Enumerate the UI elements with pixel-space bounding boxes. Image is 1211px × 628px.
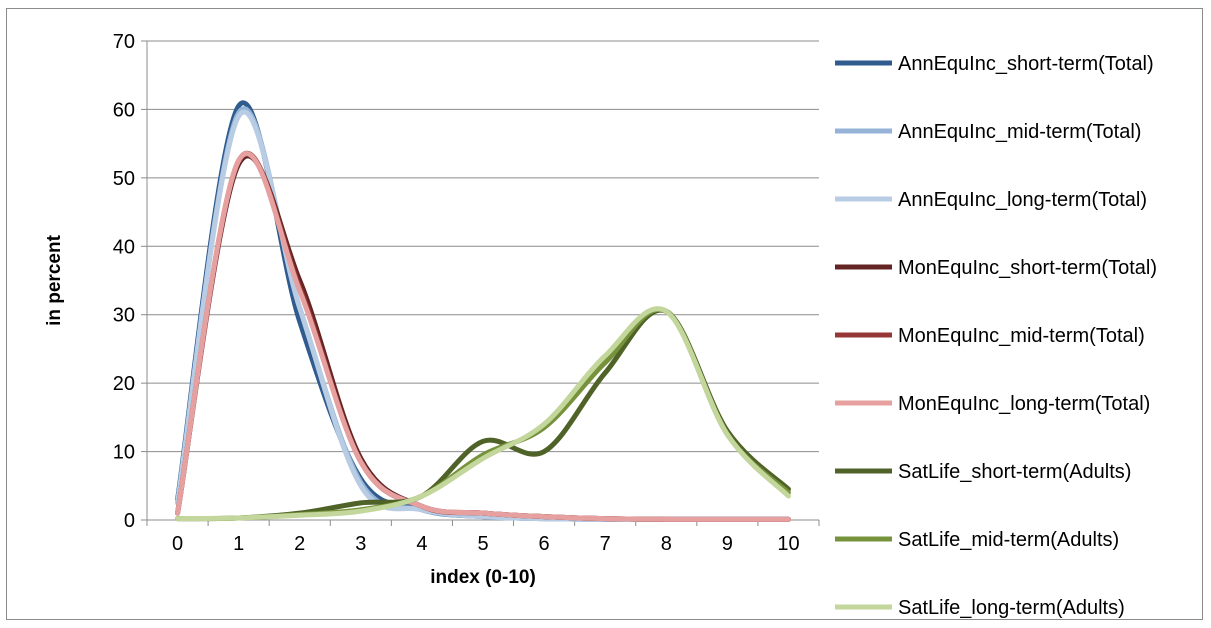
chart-frame: 0 10 20 30 40 50 60 70 0 1 2 3 4 5 6 7 8 9 10 index (0-10… <box>6 8 1203 620</box>
series-line-6 <box>175 151 791 522</box>
y-tick-label: 40 <box>113 236 135 258</box>
legend-label: SatLife_long-term(Adults) <box>898 597 1125 619</box>
x-tick-label: 4 <box>416 533 427 555</box>
legend-label: MonEquInc_long-term(Total) <box>898 393 1150 415</box>
x-tick-label: 7 <box>600 533 611 555</box>
x-tick-label: 5 <box>477 533 488 555</box>
y-tick-labels: 0 10 20 30 40 50 60 70 <box>113 31 135 532</box>
legend-label: MonEquInc_mid-term(Total) <box>898 325 1145 347</box>
gridlines <box>141 40 819 521</box>
y-tick-label: 70 <box>113 31 135 53</box>
y-tick-label: 30 <box>113 305 135 327</box>
series-line-9 <box>175 306 791 522</box>
legend-item: SatLife_long-term(Adults) <box>835 597 1125 619</box>
series-line-4 <box>175 153 791 522</box>
legend-label: MonEquInc_short-term(Total) <box>898 257 1157 279</box>
y-tick-label: 50 <box>113 168 135 190</box>
legend-item: MonEquInc_short-term(Total) <box>835 257 1157 279</box>
series-line-7 <box>175 307 791 522</box>
x-tick-label: 1 <box>233 533 244 555</box>
legend: AnnEquInc_short-term(Total) AnnEquInc_mid… <box>835 53 1157 619</box>
legend-label: AnnEquInc_long-term(Total) <box>898 189 1147 211</box>
y-tick-label: 20 <box>113 373 135 395</box>
x-tick-label: 8 <box>661 533 672 555</box>
legend-item: SatLife_short-term(Adults) <box>835 461 1131 483</box>
y-tick-label: 60 <box>113 99 135 121</box>
legend-label: AnnEquInc_mid-term(Total) <box>898 121 1141 143</box>
x-tick-label: 0 <box>172 533 183 555</box>
x-tick-label: 2 <box>294 533 305 555</box>
x-tick-label: 6 <box>539 533 550 555</box>
legend-item: AnnEquInc_long-term(Total) <box>835 189 1147 211</box>
x-tick-label: 9 <box>722 533 733 555</box>
series-line-8 <box>175 306 791 522</box>
x-tick-label: 3 <box>355 533 366 555</box>
legend-label: SatLife_mid-term(Adults) <box>898 529 1119 551</box>
y-tick-label: 0 <box>124 510 135 532</box>
series-lines <box>175 100 791 522</box>
y-axis-title: in percent <box>44 234 65 325</box>
x-axis-title: index (0-10) <box>430 567 536 588</box>
line-chart: 0 10 20 30 40 50 60 70 0 1 2 3 4 5 6 7 8 9 10 index (0-10… <box>44 31 1157 619</box>
legend-item: MonEquInc_long-term(Total) <box>835 393 1150 415</box>
legend-item: MonEquInc_mid-term(Total) <box>835 325 1145 347</box>
x-tick-label: 10 <box>777 533 799 555</box>
legend-label: SatLife_short-term(Adults) <box>898 461 1131 483</box>
legend-item: AnnEquInc_mid-term(Total) <box>835 121 1141 143</box>
y-tick-label: 10 <box>113 442 135 464</box>
series-line-5 <box>175 150 791 522</box>
legend-item: AnnEquInc_short-term(Total) <box>835 53 1154 75</box>
x-tick-labels: 0 1 2 3 4 5 6 7 8 9 10 <box>172 533 800 555</box>
legend-label: AnnEquInc_short-term(Total) <box>898 53 1154 75</box>
legend-item: SatLife_mid-term(Adults) <box>835 529 1119 551</box>
